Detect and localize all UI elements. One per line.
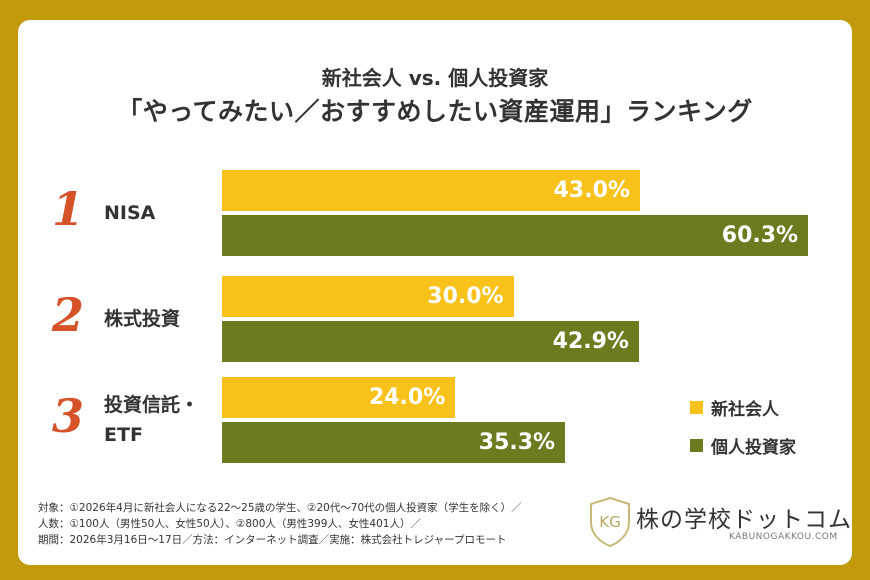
bar-new-employee: 30.0% xyxy=(222,276,514,317)
category-label-line: NISA xyxy=(104,202,156,224)
bar-investor: 35.3% xyxy=(222,422,566,463)
category-label: 株式投資 xyxy=(104,304,180,334)
footnote: 対象：①2026年4月に新社会人になる22〜25歳の学生、②20代〜70代の個人… xyxy=(38,502,522,514)
bar-new-employee: 43.0% xyxy=(222,170,640,211)
footnote: 期間：2026年3月16日〜17日／方法：インターネット調査／実施：株式会社トレ… xyxy=(38,534,507,546)
legend-label: 新社会人 xyxy=(711,400,779,420)
rank-number: 2 xyxy=(52,288,85,342)
footnotes: 対象：①2026年4月に新社会人になる22〜25歳の学生、②20代〜70代の個人… xyxy=(38,500,522,548)
logo-name: 株の学校ドットコム xyxy=(636,507,852,533)
chart-title-line2: 「やってみたい／おすすめしたい資産運用」ランキング xyxy=(117,97,753,126)
legend-item-investor: 個人投資家 xyxy=(690,433,796,458)
rank-number: 1 xyxy=(52,182,85,236)
data-label: 60.3% xyxy=(721,223,799,248)
category-label-line: 株式投資 xyxy=(104,308,181,330)
chart-title-line1: 新社会人 vs. 個人投資家 xyxy=(321,66,549,90)
data-label: 43.0% xyxy=(553,178,630,203)
data-label: 42.9% xyxy=(552,329,629,354)
bar-investor: 42.9% xyxy=(222,321,639,362)
legend-swatch xyxy=(690,401,703,414)
bar-investor: 60.3% xyxy=(222,215,809,256)
legend-swatch xyxy=(690,439,703,452)
rank-number: 3 xyxy=(52,389,85,443)
category-label: NISA xyxy=(104,198,155,228)
category-label-line: 投資信託・ xyxy=(104,394,200,416)
data-label: 30.0% xyxy=(427,284,504,309)
svg-text:KG: KG xyxy=(599,513,620,531)
data-label: 35.3% xyxy=(478,430,556,455)
category-label-line: ETF xyxy=(104,424,143,446)
legend-item-new-employee: 新社会人 xyxy=(690,395,779,420)
logo-url: KABUNOGAKKOU.COM xyxy=(729,532,838,542)
category-label: 投資信託・ ETF xyxy=(104,390,199,450)
bar-new-employee: 24.0% xyxy=(222,377,456,418)
legend-label: 個人投資家 xyxy=(711,438,796,458)
shield-logo-icon: KG xyxy=(590,496,630,548)
data-label: 24.0% xyxy=(368,385,446,410)
footnote: 人数：①100人（男性50人、女性50人）、②800人（男性399人、女性401… xyxy=(38,518,421,530)
